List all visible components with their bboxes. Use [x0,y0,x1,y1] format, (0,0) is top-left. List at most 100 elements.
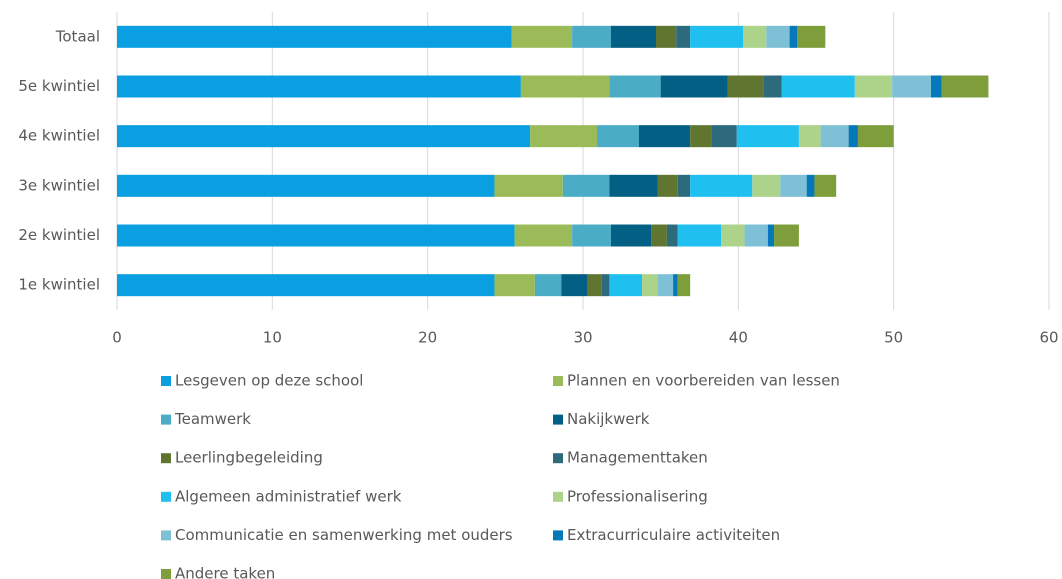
x-tick-label: 0 [112,329,122,347]
legend-swatch [161,414,171,425]
legend-swatch [161,491,171,502]
legend-label: Leerlingbegeleiding [175,449,323,467]
bar-segment [642,274,658,297]
bar-segment [820,125,849,148]
bar-segment [610,25,657,48]
y-tick-label: 4e kwintiel [18,127,100,145]
bar-segment [610,224,652,247]
bar-segment [742,25,767,48]
bar-segment [763,75,782,98]
legend-label: Algemeen administratief werk [175,487,402,505]
bar-segment [744,224,768,247]
bar-segment [814,174,837,197]
x-tick-label: 60 [1039,329,1058,347]
legend-swatch [161,530,171,541]
legend-label: Plannen en voorbereiden van lessen [567,372,840,390]
bar-segment [609,75,661,98]
bar-segment [520,75,610,98]
legend-swatch [161,376,171,386]
bar-segment [797,25,826,48]
y-tick-label: 1e kwintiel [18,276,100,294]
bar-segment [721,224,745,247]
bar-segment [854,75,893,98]
bar-segment [561,274,588,297]
x-tick-label: 20 [418,329,437,347]
bar-segment [727,75,764,98]
bar-segment [514,224,573,247]
bar-segment [666,224,678,247]
y-tick-label: Totaal [55,27,100,45]
bar-segment [572,224,611,247]
bar-segment [736,125,799,148]
legend-label: Extracurriculaire activiteiten [567,526,780,544]
bar-segment [494,274,535,297]
bar-segment [798,125,821,148]
bar-segment [774,224,799,247]
bar-segment [657,274,674,297]
x-tick-label: 10 [263,329,282,347]
bar-segment [511,25,573,48]
bar-segment [767,224,775,247]
bar-segment [117,224,515,247]
bar-segment [806,174,815,197]
bar-segment [609,174,658,197]
bar-segment [534,274,562,297]
legend-label: Andere taken [175,565,275,579]
y-tick-label: 2e kwintiel [18,226,100,244]
bar-segment [117,75,521,98]
bar-segment [676,25,691,48]
bar-segment [941,75,989,98]
bar-segment [930,75,942,98]
legend-label: Teamwerk [174,410,251,428]
bar-segment [117,125,531,148]
bar-segment [117,25,512,48]
bar-segment [673,274,678,297]
bar-segment [752,174,781,197]
y-tick-label: 3e kwintiel [18,176,100,194]
bar-segment [677,174,691,197]
bar-segment [530,125,597,148]
bar-segment [789,25,798,48]
bar-segment [601,274,610,297]
legend-swatch [553,453,563,464]
bar-segment [638,125,691,148]
x-tick-label: 50 [884,329,903,347]
bar-segment [117,274,495,297]
bar-segment [596,125,639,148]
bar-segment [117,174,495,197]
bar-segment [711,125,737,148]
legend-label: Communicatie en samenwerking met ouders [175,526,513,544]
x-tick-label: 40 [729,329,748,347]
bar-segment [857,125,894,148]
legend-swatch [161,569,171,579]
bar-segment [848,125,858,148]
bar-segment [609,274,643,297]
bar-segment [892,75,931,98]
bar-segment [690,125,712,148]
legend-swatch [553,530,563,541]
legend-swatch [161,453,171,464]
legend-label: Nakijkwerk [567,410,650,428]
legend-label: Lesgeven op deze school [175,372,363,390]
legend-label: Professionalisering [567,487,708,505]
bar-segment [657,174,678,197]
bar-segment [781,75,855,98]
bar-segment [690,174,753,197]
legend-swatch [553,376,563,386]
bar-segment [572,25,611,48]
legend-swatch [553,414,563,425]
bar-segment [587,274,602,297]
x-tick-label: 30 [573,329,592,347]
bar-segment [766,25,790,48]
bar-segment [494,174,563,197]
bar-segment [677,224,722,247]
bar-segment [780,174,807,197]
legend-swatch [553,491,563,502]
bar-segment [656,25,677,48]
bar-segment [677,274,691,297]
bar-segment [690,25,743,48]
legend-label: Managementtaken [567,449,708,467]
bar-segment [651,224,667,247]
bar-segment [562,174,610,197]
